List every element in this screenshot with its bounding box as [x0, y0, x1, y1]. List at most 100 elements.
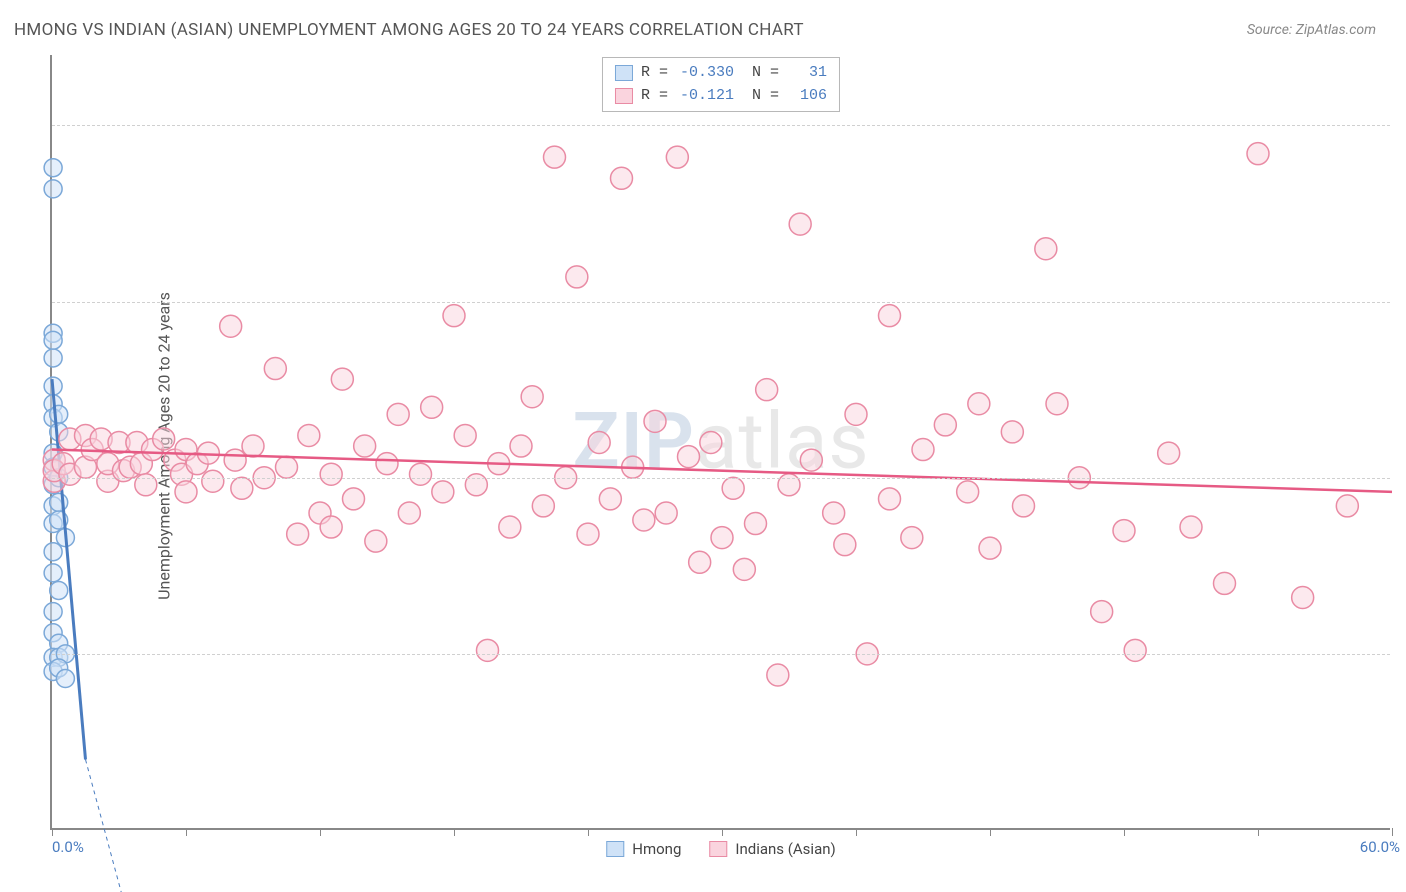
- stats-legend-row: R =-0.330N =31: [615, 62, 827, 85]
- stats-legend-row: R = -0.121 N = 106: [615, 85, 827, 108]
- scatter-point: [722, 477, 744, 499]
- scatter-point: [834, 534, 856, 556]
- scatter-point: [1113, 520, 1135, 542]
- x-tick: [52, 828, 53, 836]
- legend-swatch: [606, 841, 624, 857]
- scatter-point: [957, 481, 979, 503]
- scatter-point: [454, 424, 476, 446]
- scatter-point: [711, 527, 733, 549]
- scatter-point: [689, 551, 711, 573]
- scatter-point: [789, 213, 811, 235]
- gridline-h: [52, 302, 1390, 303]
- scatter-point: [934, 414, 956, 436]
- stats-n-label: N =: [752, 85, 779, 108]
- legend-label: Hmong: [632, 840, 681, 858]
- stats-n-label: N =: [752, 62, 779, 85]
- scatter-point: [733, 558, 755, 580]
- scatter-point: [44, 180, 62, 198]
- scatter-point: [1292, 587, 1314, 609]
- x-tick-label: 60.0%: [1360, 838, 1400, 856]
- scatter-point: [588, 432, 610, 454]
- scatter-point: [499, 516, 521, 538]
- scatter-point: [1180, 516, 1202, 538]
- stats-r-label: R =: [641, 85, 668, 108]
- scatter-point: [421, 396, 443, 418]
- x-tick: [1392, 828, 1393, 836]
- stats-r-value: -0.121: [676, 85, 734, 108]
- scatter-point: [44, 331, 62, 349]
- plot-area: ZIPatlas R =-0.330N =31R =-0.121N =106 H…: [50, 55, 1390, 830]
- x-tick: [320, 828, 321, 836]
- scatter-point: [611, 167, 633, 189]
- scatter-point: [398, 502, 420, 524]
- scatter-point: [599, 488, 621, 510]
- scatter-point: [443, 305, 465, 327]
- x-tick: [856, 828, 857, 836]
- scatter-point: [800, 449, 822, 471]
- scatter-point: [202, 470, 224, 492]
- scatter-point: [666, 146, 688, 168]
- scatter-point: [979, 537, 1001, 559]
- scatter-point: [968, 393, 990, 415]
- scatter-point: [44, 159, 62, 177]
- scatter-point: [1158, 442, 1180, 464]
- scatter-point: [633, 509, 655, 531]
- legend-item: Indians (Asian): [709, 840, 835, 858]
- scatter-point: [901, 527, 923, 549]
- legend-item: Hmong: [606, 840, 681, 858]
- scatter-point: [354, 435, 376, 457]
- scatter-point: [577, 523, 599, 545]
- scatter-point: [510, 435, 532, 457]
- scatter-point: [44, 349, 62, 367]
- gridline-h: [52, 654, 1390, 655]
- scatter-point: [320, 516, 342, 538]
- x-tick: [454, 828, 455, 836]
- scatter-point: [879, 305, 901, 327]
- scatter-point: [231, 477, 253, 499]
- chart-source: Source: ZipAtlas.com: [1247, 22, 1376, 38]
- stats-n-value: 106: [787, 85, 827, 108]
- scatter-point: [655, 502, 677, 524]
- legend-swatch: [615, 65, 633, 81]
- scatter-point: [50, 405, 68, 423]
- x-tick: [990, 828, 991, 836]
- scatter-point: [1124, 639, 1146, 661]
- scatter-point: [532, 495, 554, 517]
- scatter-svg: [52, 55, 1390, 828]
- scatter-point: [287, 523, 309, 545]
- scatter-point: [331, 368, 353, 390]
- correlation-chart: HMONG VS INDIAN (ASIAN) UNEMPLOYMENT AMO…: [0, 0, 1406, 892]
- scatter-point: [56, 670, 74, 688]
- scatter-point: [566, 266, 588, 288]
- scatter-point: [477, 639, 499, 661]
- scatter-point: [544, 146, 566, 168]
- scatter-point: [264, 358, 286, 380]
- scatter-point: [678, 446, 700, 468]
- stats-r-label: R =: [641, 62, 668, 85]
- scatter-point: [298, 424, 320, 446]
- scatter-point: [823, 502, 845, 524]
- scatter-point: [320, 463, 342, 485]
- scatter-point: [376, 453, 398, 475]
- scatter-point: [700, 432, 722, 454]
- x-tick: [1258, 828, 1259, 836]
- scatter-point: [1247, 143, 1269, 165]
- scatter-point: [343, 488, 365, 510]
- scatter-point: [756, 379, 778, 401]
- scatter-point: [276, 456, 298, 478]
- stats-legend: R =-0.330N =31R = -0.121 N = 106: [602, 57, 840, 112]
- scatter-point: [175, 481, 197, 503]
- scatter-point: [365, 530, 387, 552]
- scatter-point: [767, 664, 789, 686]
- scatter-point: [1001, 421, 1023, 443]
- gridline-h: [52, 125, 1390, 126]
- scatter-point: [1013, 495, 1035, 517]
- scatter-point: [1046, 393, 1068, 415]
- scatter-point: [44, 543, 62, 561]
- scatter-point: [879, 488, 901, 510]
- legend-swatch: [615, 88, 633, 104]
- legend-swatch: [709, 841, 727, 857]
- trend-line-ext: [86, 760, 124, 892]
- scatter-point: [912, 439, 934, 461]
- x-tick: [186, 828, 187, 836]
